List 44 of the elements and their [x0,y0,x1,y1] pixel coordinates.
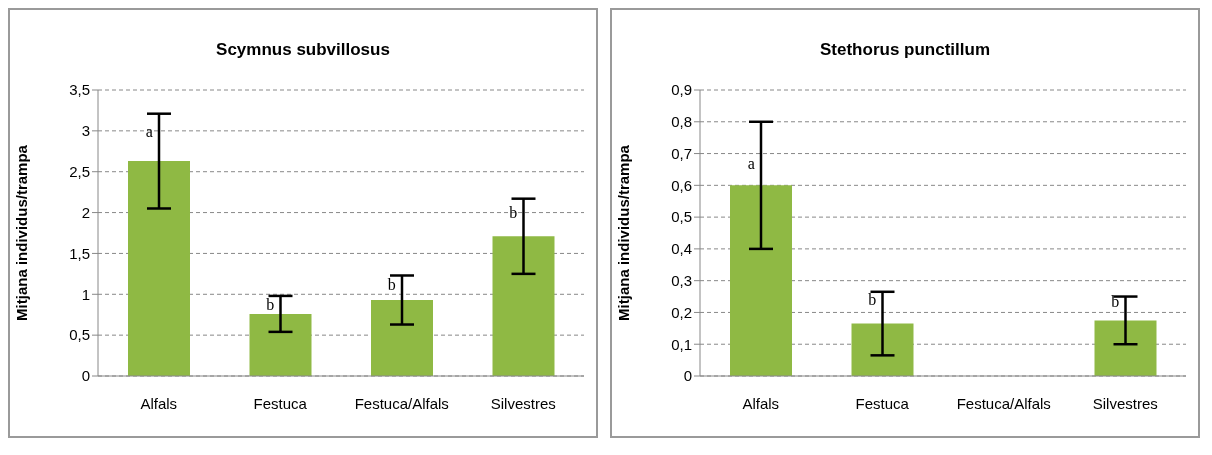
bar [128,161,190,376]
x-tick-label: Festuca [253,394,308,412]
y-tick-label: 0,6 [671,176,692,194]
bar [730,185,792,376]
annotation: b [266,295,275,313]
x-tick-label: Festuca [855,394,910,412]
y-tick-label: 0,5 [69,326,90,344]
annotation: b [509,204,518,222]
y-tick-label: 0,7 [671,144,692,162]
x-tick-label: Festuca/Alfals [956,394,1051,412]
y-tick-label: 0,5 [671,208,692,226]
x-tick-label: Alfals [742,394,780,412]
chart-title: Stethorus punctillum [819,40,991,60]
y-tick-label: 1,5 [69,244,90,262]
y-tick-label: 2 [81,203,90,221]
x-tick-label: Silvestres [490,394,556,412]
y-tick-label: 3,5 [69,81,90,99]
x-tick-label: Alfals [140,394,178,412]
x-tick-label: Festuca/Alfals [354,394,449,412]
annotation: a [747,154,755,172]
y-axis-title: Mitjana individus/trampa [615,144,633,321]
annotation: b [868,291,877,309]
y-tick-label: 0,1 [671,335,692,353]
y-tick-label: 0,9 [671,81,692,99]
y-tick-label: 0,4 [671,240,692,258]
chart-title: Scymnus subvillosus [215,40,391,60]
annotation: b [1111,293,1120,310]
x-tick-label: Silvestres [1092,394,1158,412]
annotation: a [145,122,153,140]
y-tick-label: 1 [81,285,90,303]
y-tick-label: 2,5 [69,163,90,181]
y-tick-label: 3 [81,122,90,140]
bar [492,236,555,376]
bar [1094,320,1157,376]
y-tick-label: 0 [683,367,692,385]
annotation: b [387,276,396,294]
y-tick-label: 0,3 [671,271,692,289]
bar [249,313,312,376]
bar [371,300,433,376]
y-axis-title: Mitjana individus/trampa [13,144,31,321]
y-tick-label: 0 [81,367,90,385]
y-tick-label: 0,2 [671,303,692,321]
bar [851,323,914,376]
y-tick-label: 0,8 [671,113,692,131]
